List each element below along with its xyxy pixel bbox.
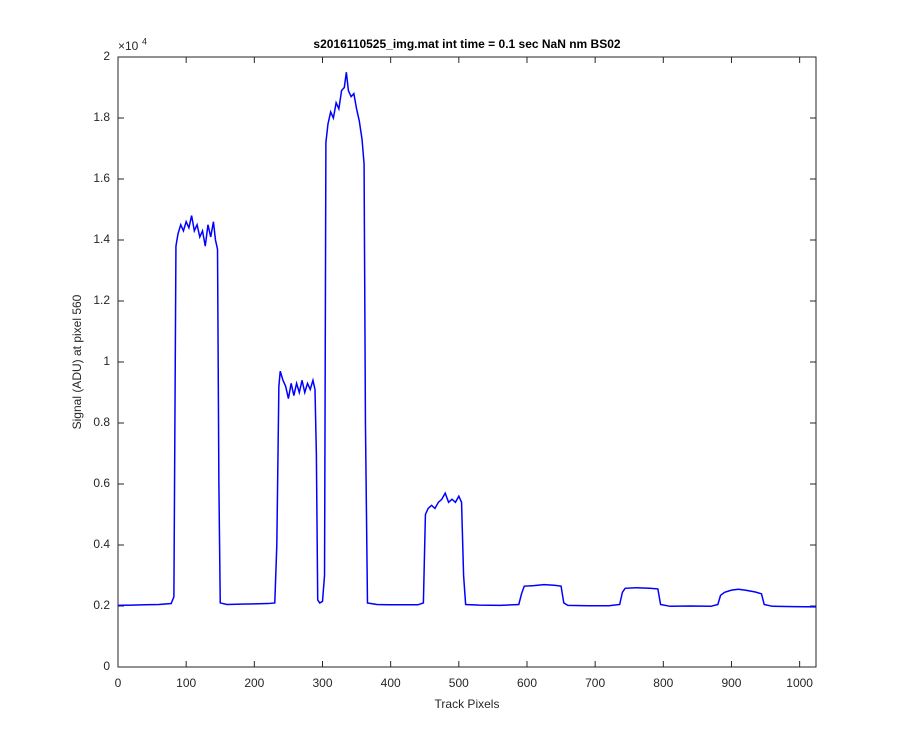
x-tick-label: 100 bbox=[176, 676, 196, 690]
y-tick-label: 2 bbox=[103, 49, 110, 63]
chart-title: s2016110525_img.mat int time = 0.1 sec N… bbox=[313, 37, 620, 51]
x-axis-label: Track Pixels bbox=[435, 697, 500, 711]
x-tick-label: 400 bbox=[381, 676, 401, 690]
x-tick-label: 700 bbox=[585, 676, 605, 690]
x-tick-label: 600 bbox=[517, 676, 537, 690]
y-tick-label: 0.4 bbox=[93, 537, 110, 551]
x-tick-label: 300 bbox=[312, 676, 332, 690]
y-axis-label: Signal (ADU) at pixel 560 bbox=[70, 294, 84, 429]
x-tick-label: 0 bbox=[115, 676, 122, 690]
y-scale-exponent: 4 bbox=[142, 36, 147, 46]
x-tick-label: 800 bbox=[653, 676, 673, 690]
y-tick-label: 1.6 bbox=[93, 171, 110, 185]
y-scale-base: ×10 bbox=[118, 39, 139, 53]
x-tick-label: 900 bbox=[721, 676, 741, 690]
y-tick-label: 1.2 bbox=[93, 293, 110, 307]
y-tick-label: 1.8 bbox=[93, 110, 110, 124]
y-tick-label: 0.2 bbox=[93, 598, 110, 612]
y-tick-label: 0.6 bbox=[93, 476, 110, 490]
y-tick-label: 0 bbox=[103, 659, 110, 673]
plot-box bbox=[117, 56, 817, 668]
x-tick-label: 500 bbox=[449, 676, 469, 690]
y-tick-label: 1 bbox=[103, 354, 110, 368]
y-tick-label: 0.8 bbox=[93, 415, 110, 429]
y-tick-label: 1.4 bbox=[93, 232, 110, 246]
data-line bbox=[117, 72, 817, 608]
x-tick-label: 200 bbox=[244, 676, 264, 690]
x-tick-label: 1000 bbox=[786, 676, 813, 690]
